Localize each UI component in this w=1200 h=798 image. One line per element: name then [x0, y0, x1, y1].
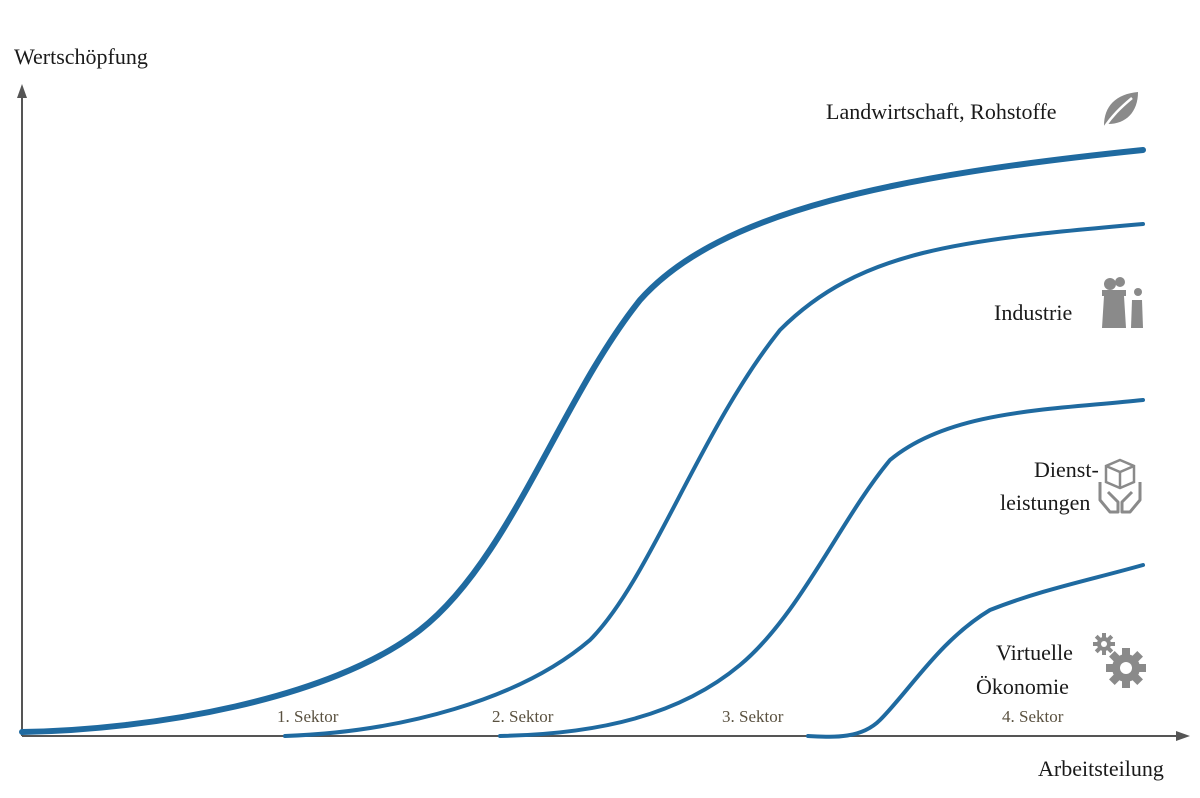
leaf-icon	[1102, 92, 1138, 129]
hands-box-icon	[1098, 458, 1142, 514]
label-dienstleistungen-1: Dienst-	[1034, 457, 1099, 482]
x-axis-arrow	[1176, 731, 1190, 741]
factory-icon	[1102, 277, 1143, 328]
curve-landwirtschaft	[19, 147, 1146, 735]
curve-dienstleistungen	[498, 398, 1145, 738]
curve-industrie	[283, 222, 1145, 738]
sector-label-1: 1. Sektor	[277, 707, 339, 726]
sector-label-3: 3. Sektor	[722, 707, 784, 726]
label-virtuelle-2: Ökonomie	[976, 674, 1069, 699]
label-virtuelle-1: Virtuelle	[996, 640, 1073, 665]
x-axis-label: Arbeitsteilung	[1038, 756, 1164, 781]
curve-virtuelle-oekonomie	[806, 563, 1145, 739]
sector-label-4: 4. Sektor	[1002, 707, 1064, 726]
y-axis-arrow	[17, 84, 27, 98]
label-industrie: Industrie	[994, 300, 1073, 325]
label-dienstleistungen-2: leistungen	[1000, 490, 1091, 515]
label-landwirtschaft: Landwirtschaft, Rohstoffe	[826, 99, 1057, 124]
sector-label-2: 2. Sektor	[492, 707, 554, 726]
y-axis-label: Wertschöpfung	[14, 44, 148, 69]
gears-icon	[1093, 633, 1146, 688]
